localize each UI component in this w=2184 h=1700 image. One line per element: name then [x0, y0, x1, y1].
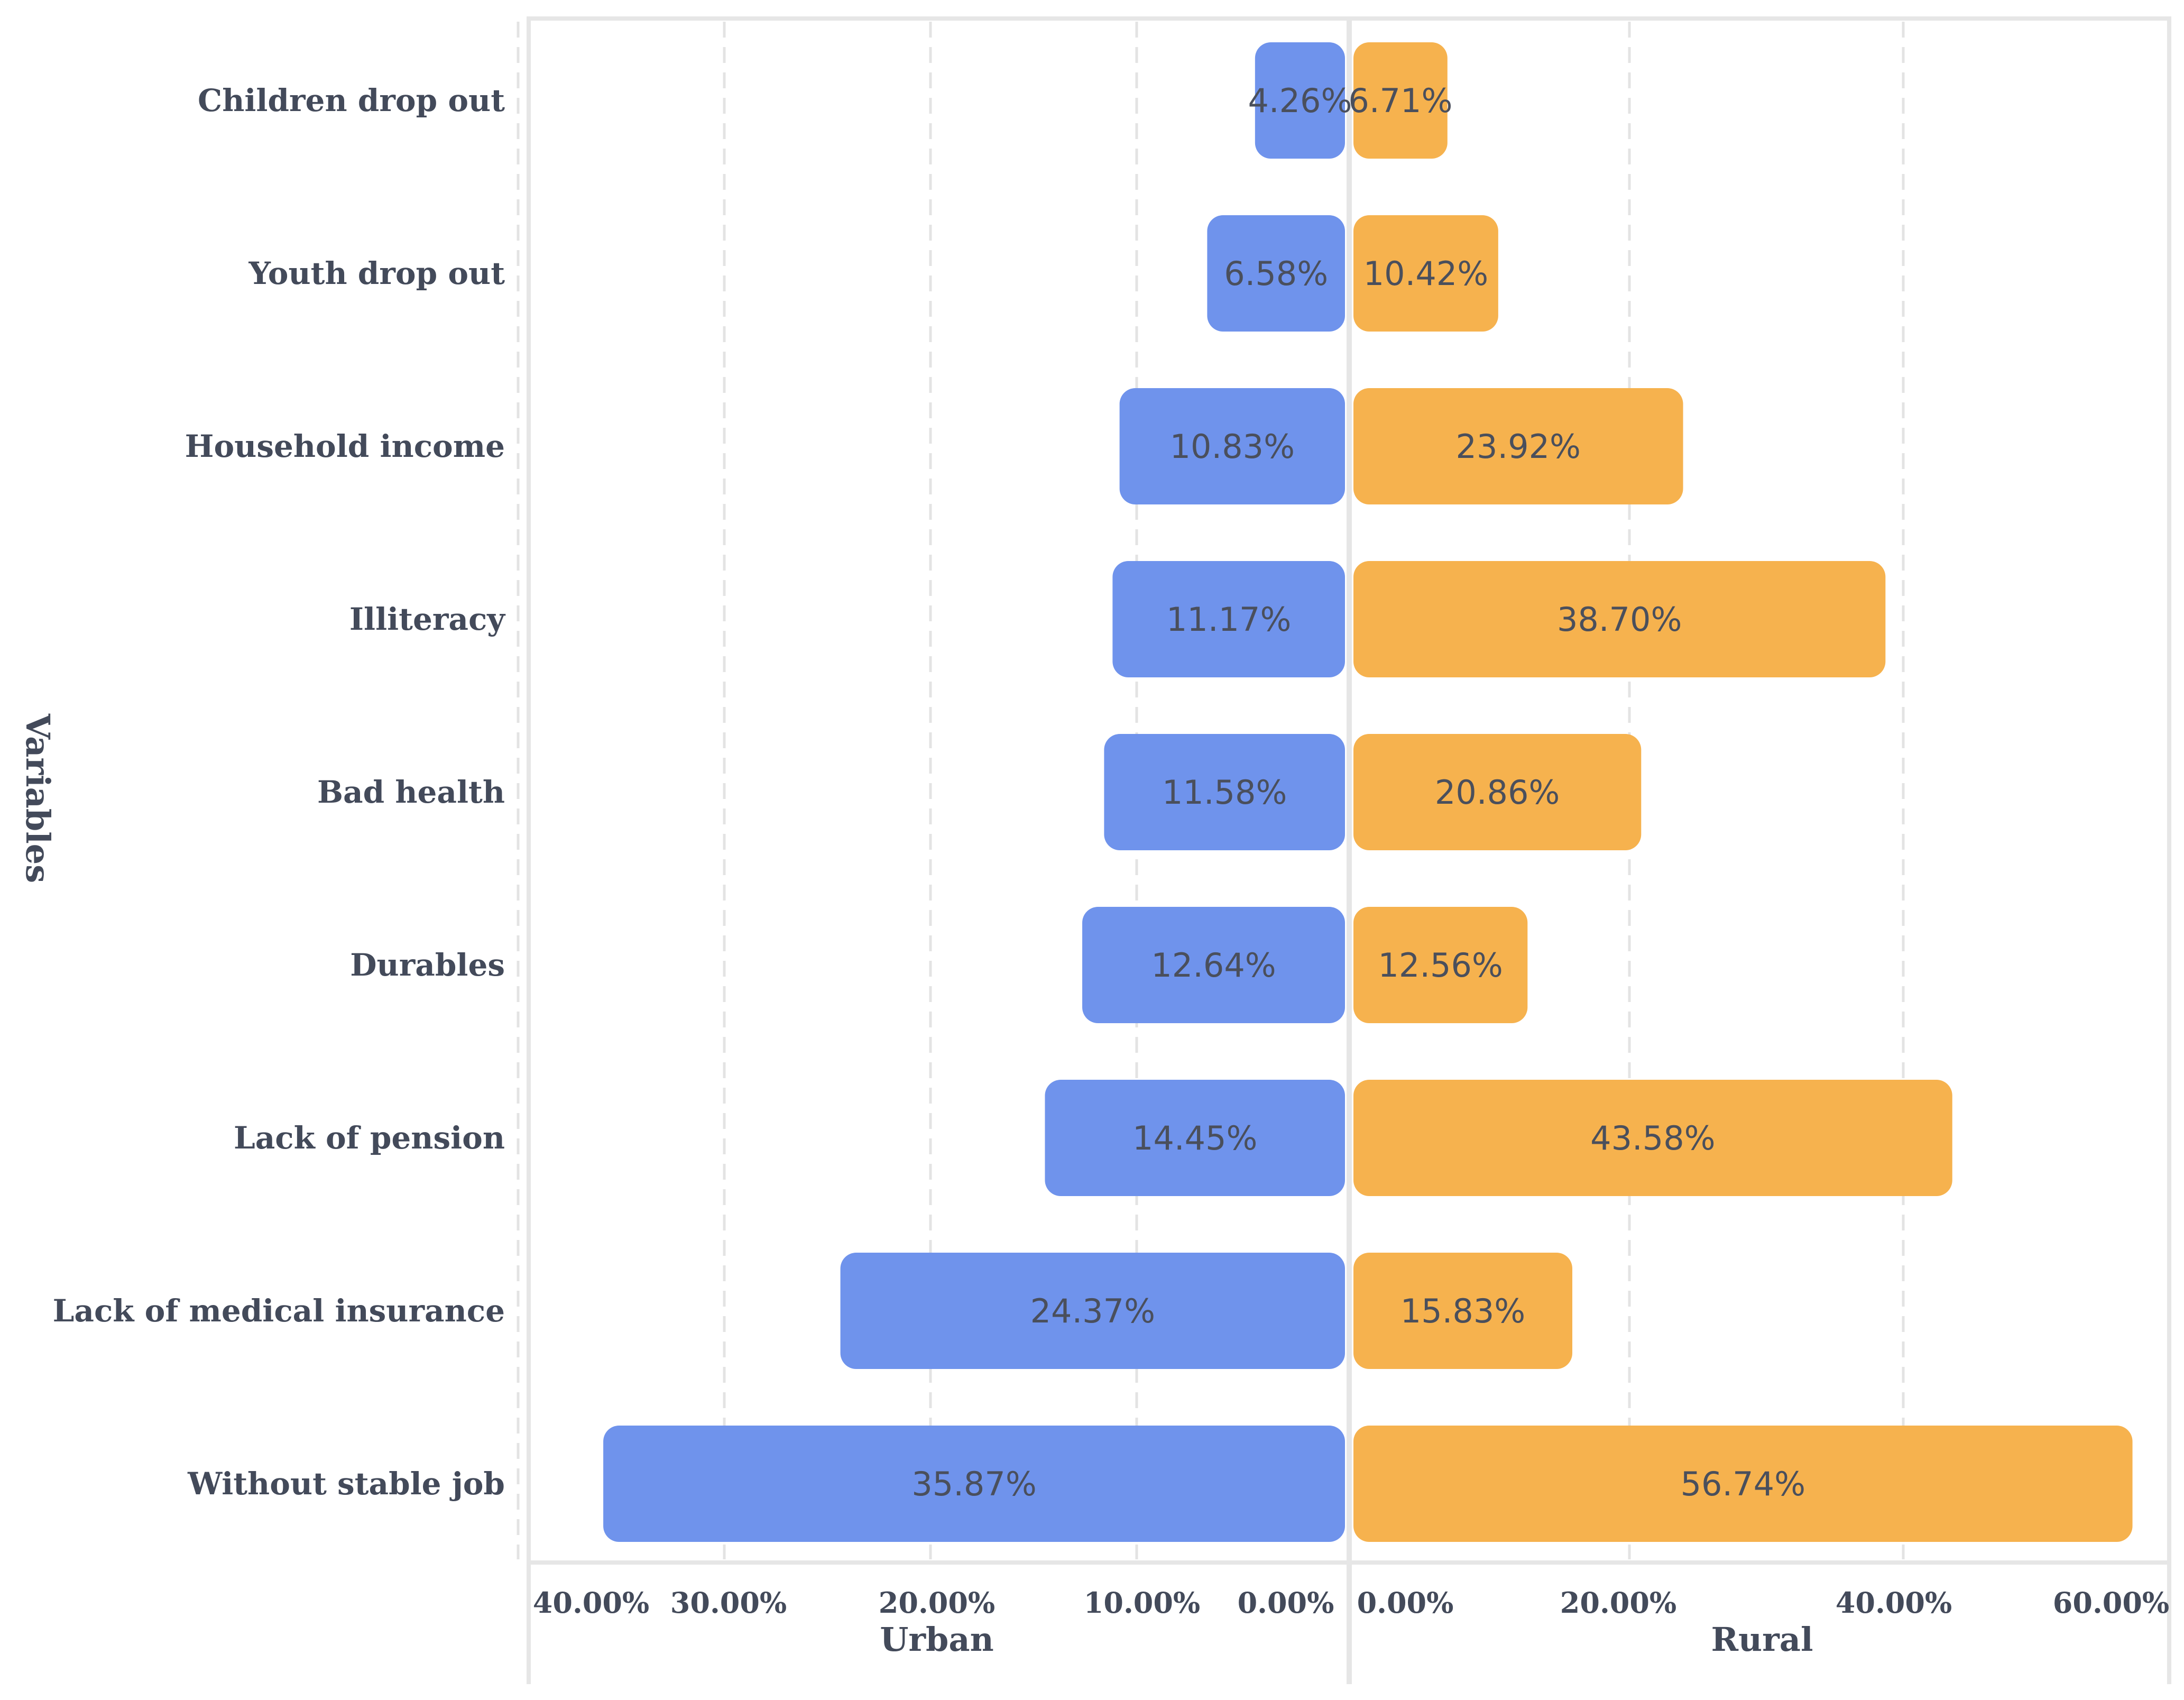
bar-urban-6[interactable]: [1045, 1080, 1345, 1196]
bar-rural-3[interactable]: [1353, 561, 1886, 677]
category-label-4: Bad health: [317, 774, 505, 810]
bar-label-rural-3: 38.70%: [1557, 600, 1682, 639]
bar-rural-4[interactable]: [1353, 734, 1642, 850]
bar-label-urban-6: 14.45%: [1132, 1119, 1257, 1157]
category-label-1: Youth drop out: [248, 255, 505, 291]
bar-label-rural-6: 43.58%: [1590, 1119, 1715, 1157]
bar-label-rural-8: 56.74%: [1681, 1465, 1805, 1503]
category-label-3: Illiteracy: [349, 601, 506, 637]
tick-label-rural-2: 40.00%: [1836, 1586, 1952, 1620]
tick-label-urban-3: 10.00%: [1084, 1586, 1200, 1620]
bar-label-rural-7: 15.83%: [1400, 1292, 1525, 1330]
bar-urban-7[interactable]: [840, 1253, 1345, 1369]
tick-label-urban-4: 0.00%: [1238, 1586, 1334, 1620]
category-label-6: Lack of pension: [234, 1120, 505, 1156]
category-label-8: Without stable job: [187, 1466, 505, 1502]
tick-label-rural-3: 60.00%: [2053, 1586, 2169, 1620]
bar-urban-1[interactable]: [1207, 215, 1345, 332]
bar-label-urban-4: 11.58%: [1162, 773, 1287, 812]
bar-urban-4[interactable]: [1104, 734, 1345, 850]
bar-label-rural-0: 6.71%: [1348, 81, 1452, 120]
tick-label-urban-1: 30.00%: [670, 1586, 787, 1620]
x-axis-title-urban: Urban: [880, 1620, 993, 1659]
bar-label-urban-3: 11.17%: [1166, 600, 1291, 639]
bar-rural-1[interactable]: [1353, 215, 1498, 332]
category-label-7: Lack of medical insurance: [53, 1293, 505, 1329]
tick-label-rural-1: 20.00%: [1560, 1586, 1676, 1620]
category-label-2: Household income: [185, 428, 505, 464]
bar-label-rural-2: 23.92%: [1456, 427, 1581, 466]
bar-label-urban-5: 12.64%: [1151, 946, 1276, 985]
bar-rural-8[interactable]: [1353, 1426, 2133, 1542]
bar-rural-2[interactable]: [1353, 388, 1683, 504]
tick-label-rural-0: 0.00%: [1357, 1586, 1454, 1620]
bar-rural-6[interactable]: [1353, 1080, 1952, 1196]
tick-label-urban-0: 40.00%: [533, 1586, 649, 1620]
bar-rural-7[interactable]: [1353, 1253, 1572, 1369]
bar-urban-0[interactable]: [1255, 42, 1345, 159]
bar-label-urban-1: 6.58%: [1224, 254, 1328, 293]
bar-rural-0[interactable]: [1353, 42, 1448, 159]
bar-label-rural-1: 10.42%: [1363, 254, 1488, 293]
bar-label-urban-8: 35.87%: [911, 1465, 1036, 1503]
category-label-0: Children drop out: [198, 82, 505, 118]
bar-rural-5[interactable]: [1353, 907, 1528, 1023]
tick-label-urban-2: 20.00%: [879, 1586, 995, 1620]
x-axis-title-rural: Rural: [1711, 1620, 1813, 1659]
y-axis-title: Variables: [19, 713, 57, 883]
bar-label-rural-5: 12.56%: [1378, 946, 1503, 985]
bar-label-urban-0: 4.26%: [1248, 81, 1352, 120]
bar-label-urban-2: 10.83%: [1170, 427, 1295, 466]
bar-urban-5[interactable]: [1082, 907, 1345, 1023]
category-label-5: Durables: [350, 947, 505, 983]
bar-urban-3[interactable]: [1112, 561, 1345, 677]
bar-urban-8[interactable]: [603, 1426, 1345, 1542]
bar-label-urban-7: 24.37%: [1030, 1292, 1155, 1330]
bar-label-rural-4: 20.86%: [1435, 773, 1560, 812]
bar-urban-2[interactable]: [1119, 388, 1345, 504]
